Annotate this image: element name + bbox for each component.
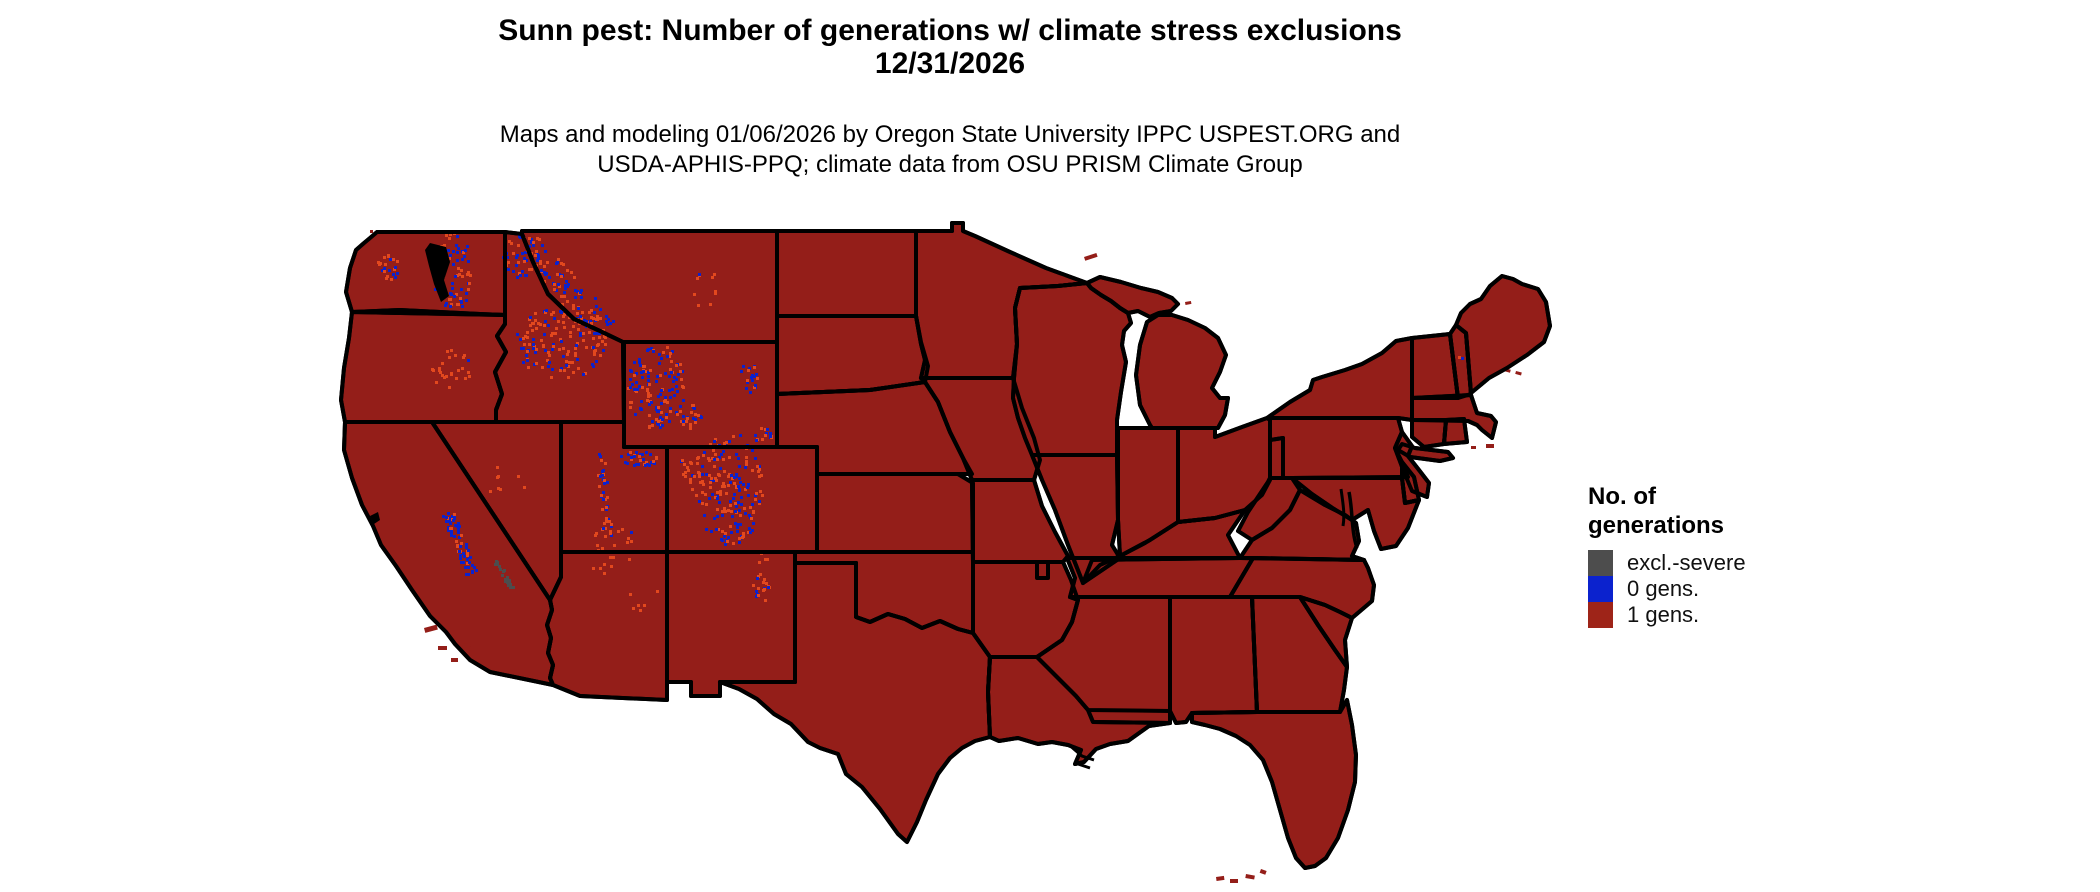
legend-swatch-1 — [1588, 576, 1613, 602]
title-line-1: Sunn pest: Number of generations w/ clim… — [498, 14, 1402, 47]
state-border-new-jersey — [1393, 430, 1431, 499]
state-border-mississippi — [1035, 595, 1172, 725]
legend-swatch-0 — [1588, 550, 1613, 576]
state-border-new-york — [1265, 336, 1414, 422]
state-alabama — [1168, 595, 1259, 725]
state-border-michigan — [1134, 313, 1230, 430]
page-subtitle: Maps and modeling 01/06/2026 by Oregon S… — [0, 120, 1900, 180]
state-border-texas — [718, 561, 992, 844]
legend-title-line-2: generations — [1588, 512, 1725, 539]
offshore-islands — [370, 230, 1532, 883]
state-border-california — [342, 420, 555, 687]
state-oregon — [339, 310, 508, 424]
legend-items: excl.-severe 0 gens. 1 gens. — [1588, 550, 1848, 628]
state-border-south-carolina — [1298, 595, 1354, 669]
page-title: Sunn pest: Number of generations w/ clim… — [0, 14, 1900, 80]
state-south-dakota — [775, 314, 930, 396]
state-arizona — [545, 550, 669, 702]
state-new-york — [1265, 336, 1414, 422]
puget-sound-water — [425, 243, 450, 302]
legend-swatch-2 — [1588, 602, 1613, 628]
state-north-dakota — [775, 229, 918, 318]
state-wyoming — [622, 340, 779, 449]
state-washington — [344, 230, 507, 317]
state-border-connecticut — [1410, 418, 1448, 449]
state-border-rhode-island — [1442, 417, 1469, 446]
legend-item-label: 0 gens. — [1627, 576, 1700, 601]
state-border-maine — [1454, 274, 1552, 395]
legend-item-label: excl.-severe — [1627, 550, 1746, 575]
state-new-mexico — [665, 550, 797, 698]
state-michigan — [1134, 313, 1230, 430]
legend-title-line-1: No. of — [1588, 483, 1656, 510]
legend-item: excl.-severe — [1588, 550, 1848, 576]
state-kansas — [815, 472, 975, 554]
map-legend: No. of generations excl.-severe 0 gens. 1 … — [1588, 482, 1848, 628]
title-line-2: 12/31/2026 — [874, 47, 1026, 80]
legend-item-label: 1 gens. — [1627, 602, 1700, 627]
chesapeake-bay-west-arm — [1339, 488, 1346, 527]
legend-item: 1 gens. — [1588, 602, 1848, 628]
state-border-florida — [1190, 698, 1358, 870]
subtitle-line-1: Maps and modeling 01/06/2026 by Oregon S… — [499, 121, 1401, 148]
legend-item: 0 gens. — [1588, 576, 1848, 602]
state-pennsylvania — [1268, 416, 1410, 480]
state-border-long-island — [1396, 442, 1455, 463]
subtitle-line-2: USDA-APHIS-PPQ; climate data from OSU PR… — [597, 151, 1303, 178]
